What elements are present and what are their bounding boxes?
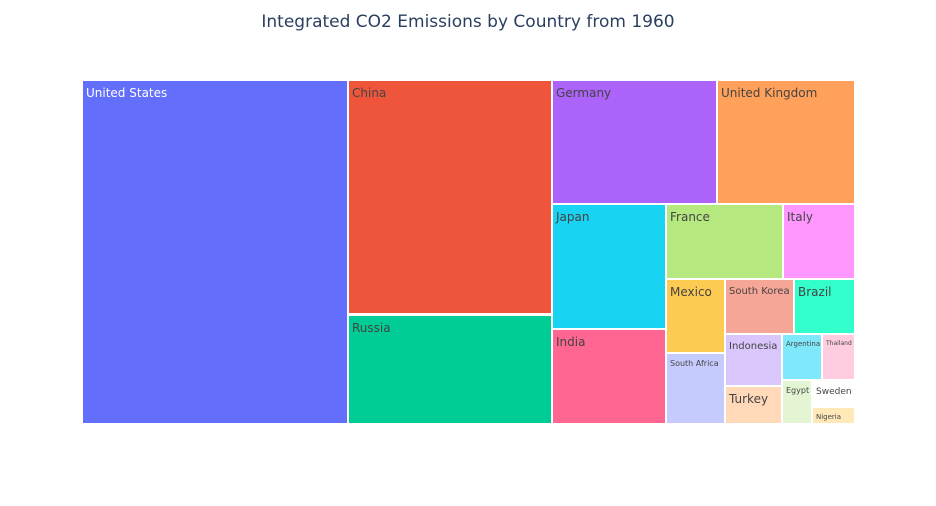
tile-china[interactable] <box>349 81 551 313</box>
tile-japan[interactable] <box>553 205 665 328</box>
tile-germany[interactable] <box>553 81 716 203</box>
tile-turkey[interactable] <box>726 387 781 423</box>
tile-argentina[interactable] <box>783 335 821 379</box>
tile-indonesia[interactable] <box>726 335 781 385</box>
tile-south-korea[interactable] <box>726 280 793 333</box>
tile-mexico[interactable] <box>667 280 724 352</box>
tile-sweden[interactable] <box>813 381 854 408</box>
tile-united-states[interactable] <box>83 81 347 423</box>
tile-thailand[interactable] <box>823 335 854 379</box>
tile-south-africa[interactable] <box>667 354 724 423</box>
chart-title: Integrated CO2 Emissions by Country from… <box>261 12 675 32</box>
tile-united-kingdom[interactable] <box>718 81 854 203</box>
tile-egypt[interactable] <box>783 381 811 423</box>
tile-brazil[interactable] <box>795 280 854 333</box>
tile-india[interactable] <box>553 330 665 423</box>
tile-nigeria[interactable] <box>813 408 854 423</box>
tile-russia[interactable] <box>349 316 551 423</box>
tile-france[interactable] <box>667 205 782 278</box>
tile-italy[interactable] <box>784 205 854 278</box>
